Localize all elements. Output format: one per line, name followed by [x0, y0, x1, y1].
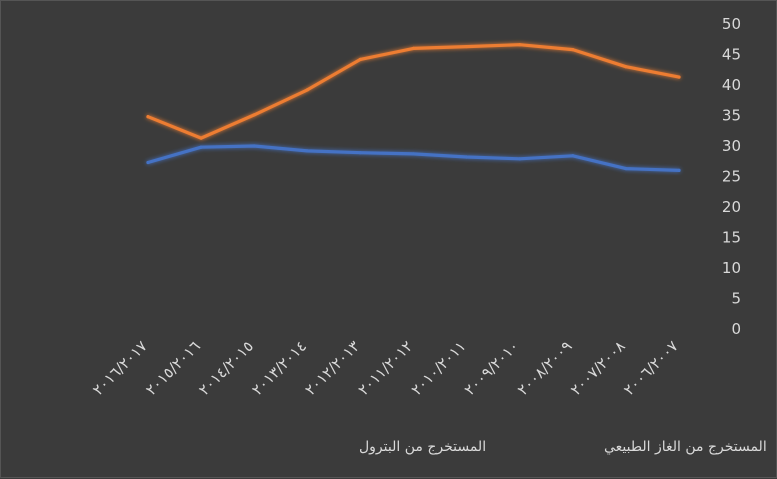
data-point [677, 168, 681, 172]
x-tick-label: ٢٠٠٨/٢٠٠٩ [514, 337, 576, 399]
data-point [624, 166, 628, 171]
x-tick-label: ٢٠١١/٢٠١٢ [354, 337, 416, 399]
data-point [465, 155, 469, 159]
data-point [358, 151, 362, 155]
y-tick-label: 50 [722, 15, 741, 33]
y-tick-label: 5 [731, 290, 741, 308]
legend-label-2: المستخرج من الغاز الطبيعي [604, 439, 767, 455]
series-line-1 [146, 144, 681, 172]
series-line-2 [146, 43, 681, 140]
x-tick-label: ٢٠٠٦/٢٠٠٧ [620, 337, 682, 399]
data-point [146, 160, 150, 165]
data-point [252, 144, 256, 148]
x-tick-label: ٢٠١٦/٢٠١٧ [89, 337, 151, 399]
y-tick-label: 20 [722, 198, 741, 216]
x-tick-label: ٢٠١٢/٢٠١٣ [301, 337, 363, 399]
x-tick-label: ٢٠٠٧/٢٠٠٨ [567, 337, 629, 399]
y-tick-label: 15 [722, 229, 741, 247]
data-point [411, 152, 416, 156]
y-tick-label: 35 [722, 107, 741, 125]
x-tick-label: ٢٠١٥/٢٠١٦ [142, 337, 204, 399]
data-point [199, 136, 203, 140]
data-point [146, 115, 150, 119]
x-tick-label: ٢٠١٣/٢٠١٤ [248, 337, 310, 399]
data-point [465, 44, 469, 49]
data-point [358, 57, 362, 61]
data-point [518, 43, 522, 47]
data-point [199, 145, 203, 149]
data-point [677, 75, 681, 79]
y-tick-label: 25 [722, 168, 741, 186]
y-tick-label: 0 [731, 320, 741, 338]
data-point [624, 65, 628, 69]
x-tick-label: ٢٠٠٩/٢٠١٠ [461, 337, 523, 399]
data-point [305, 149, 309, 153]
y-tick-label: 30 [722, 137, 741, 155]
data-point [305, 88, 309, 92]
x-tick-label: ٢٠١٠/٢٠١١ [408, 337, 470, 399]
x-tick-label: ٢٠١٤/٢٠١٥ [195, 337, 257, 399]
data-point [411, 46, 416, 51]
data-point [518, 157, 522, 161]
y-tick-label: 45 [722, 46, 741, 64]
y-tick-label: 10 [722, 259, 741, 277]
data-point [252, 113, 256, 117]
data-point [571, 154, 575, 158]
data-point [571, 48, 575, 52]
y-tick-label: 40 [722, 76, 741, 94]
